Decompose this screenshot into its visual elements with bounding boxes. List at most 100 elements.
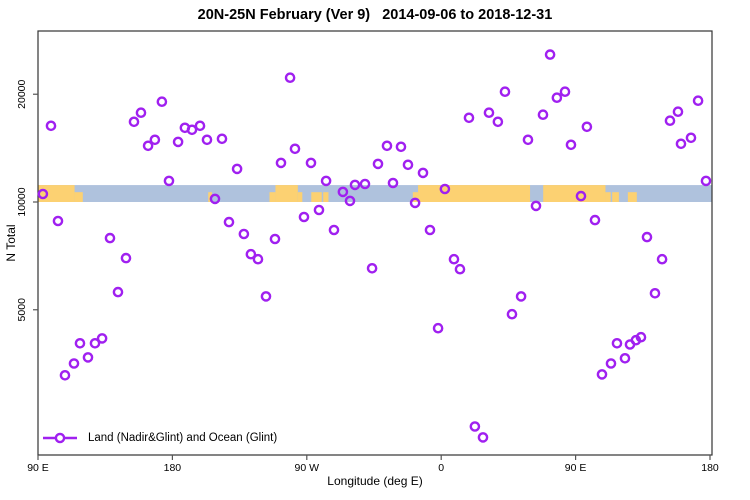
- map-band-land-patch: [269, 192, 276, 202]
- data-point: [641, 231, 653, 243]
- map-band-land-patch: [311, 192, 322, 202]
- legend-marker-icon: [43, 432, 77, 444]
- data-point: [359, 178, 371, 190]
- data-point: [289, 143, 301, 155]
- data-point: [313, 204, 325, 216]
- data-point: [675, 138, 687, 150]
- x-tick-label: 0: [438, 462, 444, 474]
- data-point: [409, 197, 421, 209]
- data-point: [112, 286, 124, 298]
- data-point: [201, 134, 213, 146]
- data-point: [432, 322, 444, 334]
- data-point: [59, 369, 71, 381]
- data-point: [537, 109, 549, 120]
- data-point: [349, 179, 361, 191]
- data-point: [337, 186, 349, 198]
- data-point: [692, 95, 704, 106]
- data-point: [439, 183, 451, 195]
- data-point: [544, 49, 556, 60]
- data-point: [605, 358, 617, 369]
- data-point: [395, 141, 407, 153]
- data-point: [522, 134, 534, 146]
- data-point: [402, 159, 414, 171]
- data-point: [238, 228, 250, 240]
- data-point: [469, 421, 481, 432]
- data-point: [596, 369, 608, 380]
- data-point: [245, 248, 257, 260]
- data-point: [172, 136, 184, 148]
- data-point: [463, 112, 475, 124]
- chart-title: 20N-25N February (Ver 9) 2014-09-06 to 2…: [197, 7, 553, 23]
- data-point: [135, 107, 147, 118]
- plot-frame: [37, 30, 713, 456]
- data-point: [305, 157, 317, 169]
- y-tick-label: 5000: [16, 298, 28, 322]
- data-point: [216, 133, 228, 145]
- data-point: [424, 224, 436, 236]
- data-point: [492, 116, 504, 128]
- data-point: [275, 157, 287, 169]
- data-point: [575, 190, 587, 202]
- data-point: [565, 139, 577, 151]
- data-point: [45, 120, 57, 132]
- map-band-land-patch: [612, 192, 619, 202]
- data-point: [163, 175, 175, 187]
- data-point: [284, 72, 296, 83]
- data-point: [664, 115, 676, 126]
- data-point: [223, 216, 235, 228]
- data-point: [515, 291, 527, 302]
- y-tick-label: 10000: [16, 187, 28, 216]
- data-point: [149, 134, 161, 146]
- data-point: [209, 193, 221, 205]
- data-point: [656, 253, 668, 265]
- legend: Land (Nadir&Glint) and Ocean (Glint): [41, 431, 277, 445]
- data-point: [381, 140, 393, 152]
- x-axis-label: Longitude (deg E): [327, 474, 423, 488]
- data-point: [269, 233, 281, 245]
- map-band-land-patch: [605, 192, 611, 202]
- y-tick-label: 20000: [16, 79, 28, 108]
- data-point: [499, 86, 511, 97]
- data-point: [104, 232, 116, 244]
- x-tick-label: 90 E: [27, 462, 49, 474]
- legend-label: Land (Nadir&Glint) and Ocean (Glint): [88, 432, 278, 444]
- data-point: [685, 132, 697, 144]
- data-point: [387, 177, 399, 189]
- data-point: [68, 358, 80, 369]
- data-point: [589, 214, 601, 226]
- x-tick-label: 180: [701, 462, 719, 474]
- data-point: [635, 331, 647, 343]
- map-band-land-patch: [627, 192, 637, 202]
- data-point: [344, 195, 356, 207]
- data-point: [611, 337, 623, 349]
- data-point: [252, 253, 264, 265]
- data-point: [619, 352, 631, 364]
- y-axis-label: N Total: [4, 224, 18, 262]
- data-point: [142, 140, 154, 152]
- data-point: [372, 158, 384, 170]
- map-band-land-patch: [418, 185, 531, 202]
- map-band-land-patch: [74, 192, 83, 202]
- data-point: [649, 287, 661, 299]
- data-point: [559, 86, 571, 97]
- data-point: [672, 106, 684, 117]
- data-point: [328, 224, 340, 236]
- data-point: [120, 252, 132, 264]
- data-point: [483, 107, 495, 118]
- data-point: [448, 253, 460, 265]
- map-band-land-patch: [543, 185, 606, 202]
- data-point: [96, 333, 108, 344]
- data-point: [89, 337, 101, 349]
- data-point: [298, 211, 310, 223]
- data-point: [700, 175, 712, 187]
- data-point: [551, 92, 563, 103]
- data-point: [581, 121, 593, 133]
- data-point: [417, 167, 429, 179]
- data-point: [231, 163, 243, 175]
- data-point: [260, 291, 272, 302]
- map-band-ocean: [38, 185, 712, 202]
- map-band-land-patch: [323, 192, 329, 202]
- data-point: [454, 263, 466, 275]
